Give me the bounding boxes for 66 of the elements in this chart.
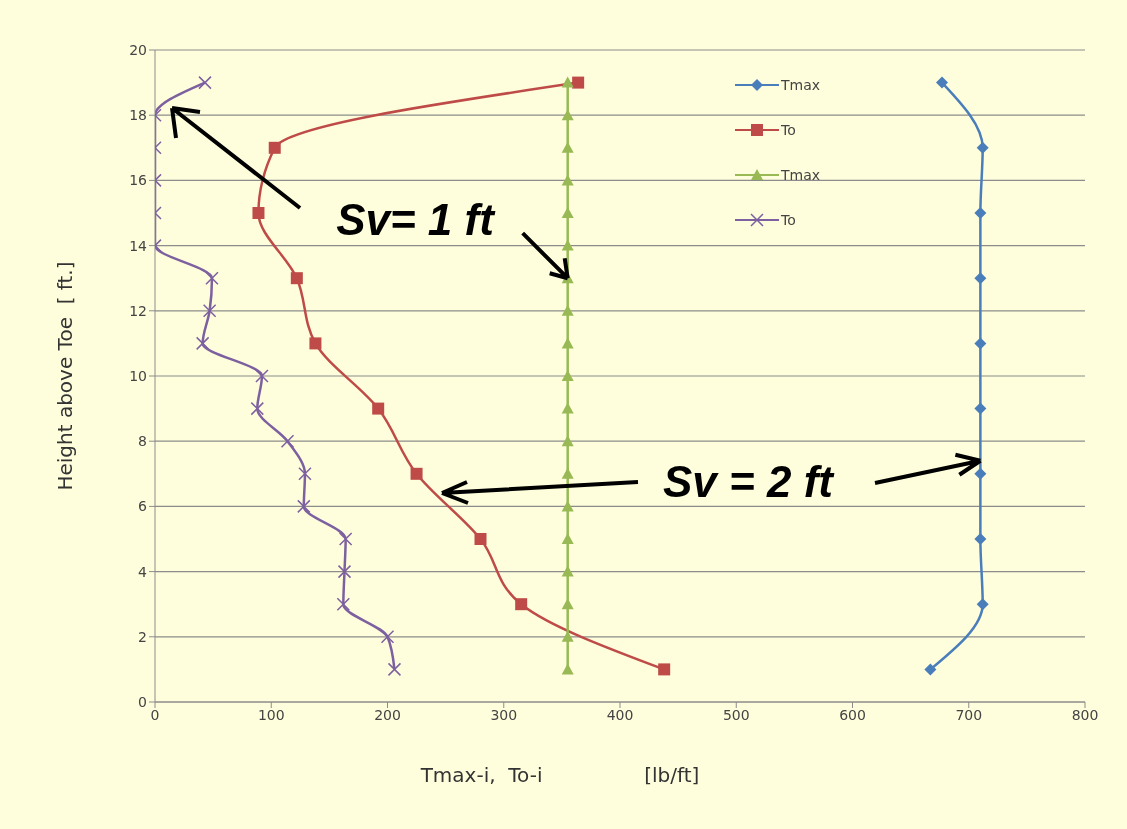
point xyxy=(252,207,265,219)
legend-label: Tmax xyxy=(781,166,821,183)
point xyxy=(976,141,989,154)
y-tick-label: 18 xyxy=(129,107,147,124)
point xyxy=(336,597,351,611)
point xyxy=(561,370,574,381)
point xyxy=(974,272,987,285)
point xyxy=(268,141,281,154)
point xyxy=(974,467,987,480)
point xyxy=(974,337,987,350)
x-tick-label: 300 xyxy=(490,706,518,723)
x-tick-label: 400 xyxy=(606,706,634,723)
point xyxy=(924,663,937,676)
point xyxy=(280,434,295,448)
annotation: Sv = 2 ft xyxy=(663,457,836,506)
y-tick-label: 6 xyxy=(138,498,148,515)
point xyxy=(198,75,212,90)
point xyxy=(561,76,574,88)
legend-label: To xyxy=(781,121,796,138)
point xyxy=(976,598,989,611)
legend-label: Tmax xyxy=(781,76,821,93)
annotation: Sv= 1 ft xyxy=(336,195,497,244)
point xyxy=(255,369,269,383)
y-tick-label: 16 xyxy=(129,172,148,189)
point xyxy=(372,402,385,415)
point xyxy=(380,630,395,644)
point xyxy=(572,76,585,89)
point xyxy=(338,532,353,546)
x-tick-label: 700 xyxy=(955,706,983,723)
point xyxy=(974,402,987,415)
point xyxy=(974,533,987,545)
point xyxy=(474,533,487,545)
y-tick-label: 20 xyxy=(129,41,147,58)
x-tick-label: 200 xyxy=(374,706,401,723)
y-tick-label: 0 xyxy=(138,693,147,710)
x-tick-label: 800 xyxy=(1071,706,1099,723)
x-tick-label: 600 xyxy=(839,706,866,723)
point xyxy=(561,533,574,544)
x-axis-title: Tmax-i, To-i [lb/ft] xyxy=(419,763,700,787)
point xyxy=(202,304,217,318)
point xyxy=(387,662,402,677)
x-tick-label: 0 xyxy=(150,706,160,723)
x-tick-label: 500 xyxy=(722,706,750,723)
point xyxy=(337,564,352,579)
point xyxy=(298,467,312,481)
y-tick-label: 2 xyxy=(138,628,147,645)
point xyxy=(410,467,423,480)
point xyxy=(936,76,949,89)
y-tick-label: 10 xyxy=(129,367,147,384)
point xyxy=(250,401,265,416)
point xyxy=(205,271,219,285)
point xyxy=(561,207,574,218)
point xyxy=(658,663,671,676)
point xyxy=(297,499,311,514)
point xyxy=(290,272,303,285)
point xyxy=(195,336,210,351)
y-tick-label: 4 xyxy=(138,563,148,580)
y-tick-label: 8 xyxy=(138,433,147,450)
y-axis-title: Height above Toe [ ft.] xyxy=(53,261,77,491)
y-tick-label: 14 xyxy=(129,237,148,254)
point xyxy=(515,598,528,611)
x-tick-label: 100 xyxy=(257,706,285,723)
y-tick-label: 12 xyxy=(129,302,147,319)
legend-label: To xyxy=(781,211,796,228)
point xyxy=(309,337,322,350)
point xyxy=(974,207,987,219)
